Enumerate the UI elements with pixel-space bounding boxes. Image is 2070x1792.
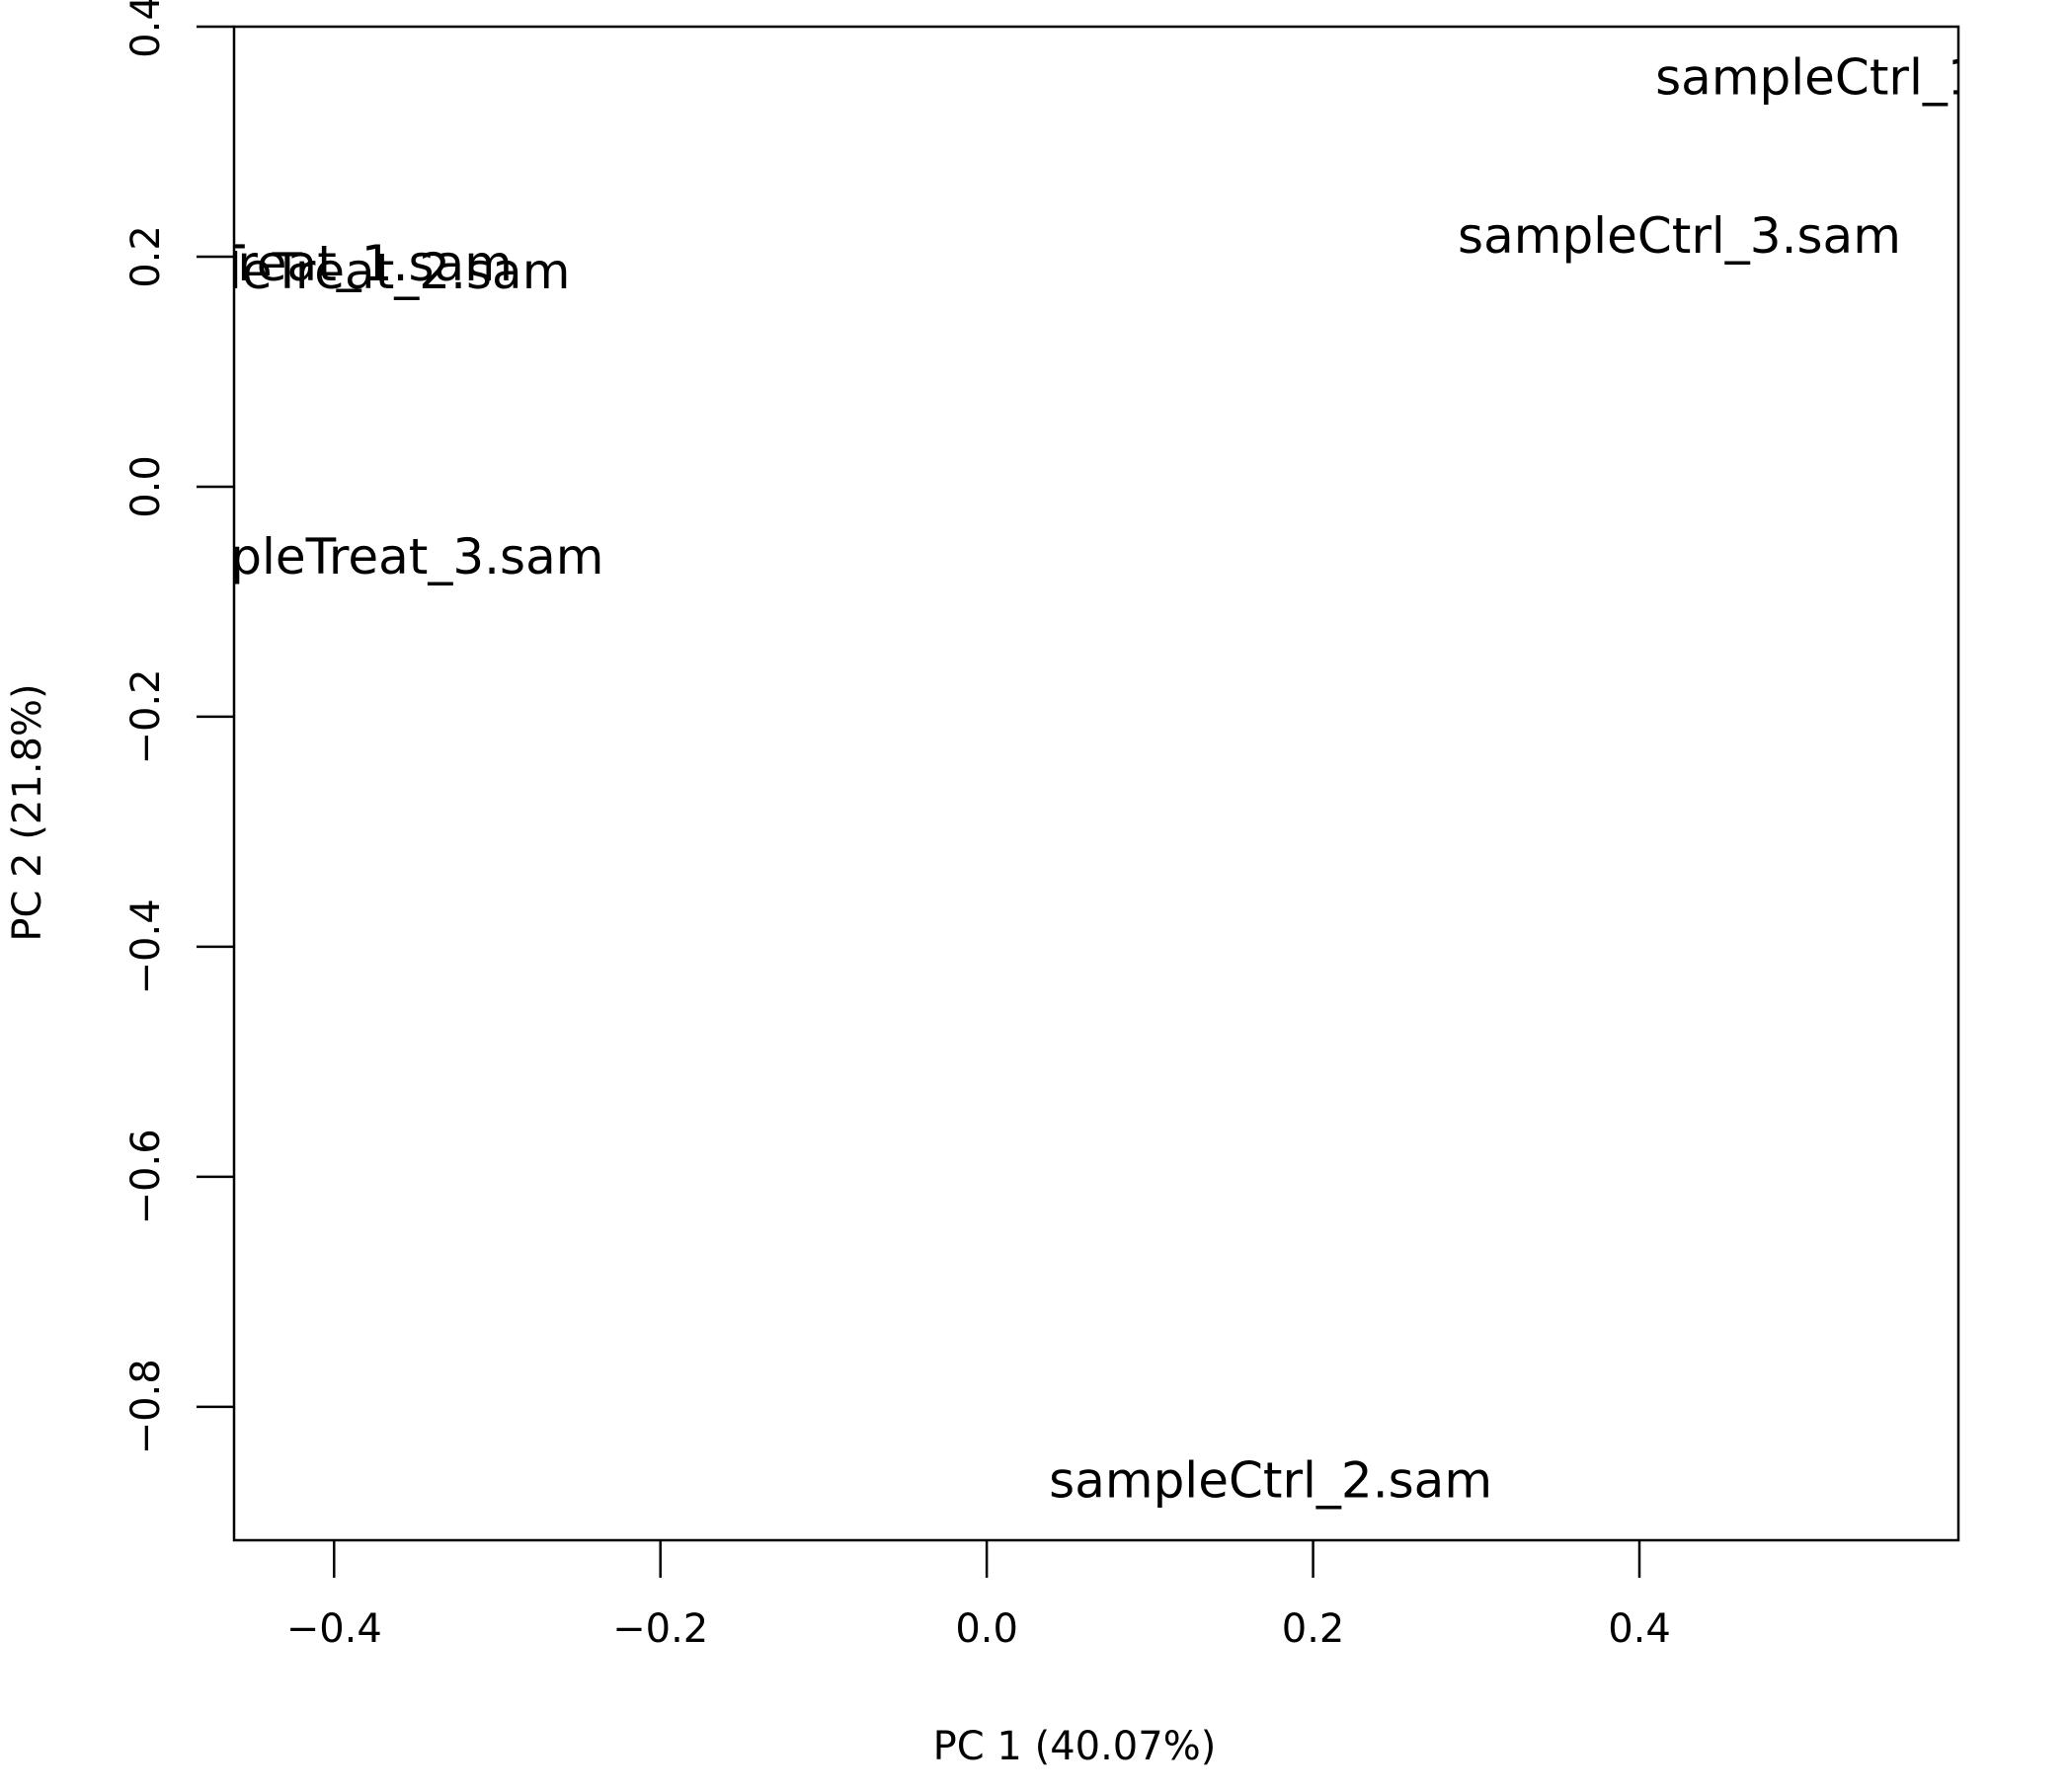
- point-label: sampleTreat_2.sam: [93, 243, 571, 300]
- y-tick-label: 0.4: [123, 0, 169, 58]
- x-axis-title: PC 1 (40.07%): [933, 1724, 1217, 1769]
- x-tick-label: 0.4: [1608, 1606, 1671, 1652]
- point-label: sampleCtrl_3.sam: [1458, 207, 1901, 265]
- x-tick-label: −0.2: [612, 1606, 708, 1652]
- point-label: sampleCtrl_2.sam: [1049, 1451, 1492, 1509]
- y-tick-label: −0.2: [123, 668, 169, 764]
- y-tick-label: −0.4: [123, 898, 169, 994]
- x-tick-label: 0.2: [1282, 1606, 1345, 1652]
- x-tick-label: 0.0: [955, 1606, 1018, 1652]
- plot-frame: [232, 25, 1960, 1542]
- point-label: sampleTreat_1.sam: [35, 235, 513, 292]
- y-tick-label: 0.0: [123, 455, 169, 518]
- plot-area: sampleTreat_1.samsampleTreat_2.samsample…: [35, 48, 2070, 1509]
- x-tick-label: −0.4: [286, 1606, 382, 1652]
- point-label: sampleCtrl_1.sam: [1655, 48, 2070, 106]
- y-tick-label: 0.2: [123, 225, 169, 288]
- y-tick-label: −0.8: [123, 1359, 169, 1454]
- y-tick-label: −0.6: [123, 1129, 169, 1224]
- point-label: sampleTreat_3.sam: [126, 528, 604, 585]
- y-axis-title: PC 2 (21.8%): [5, 683, 50, 941]
